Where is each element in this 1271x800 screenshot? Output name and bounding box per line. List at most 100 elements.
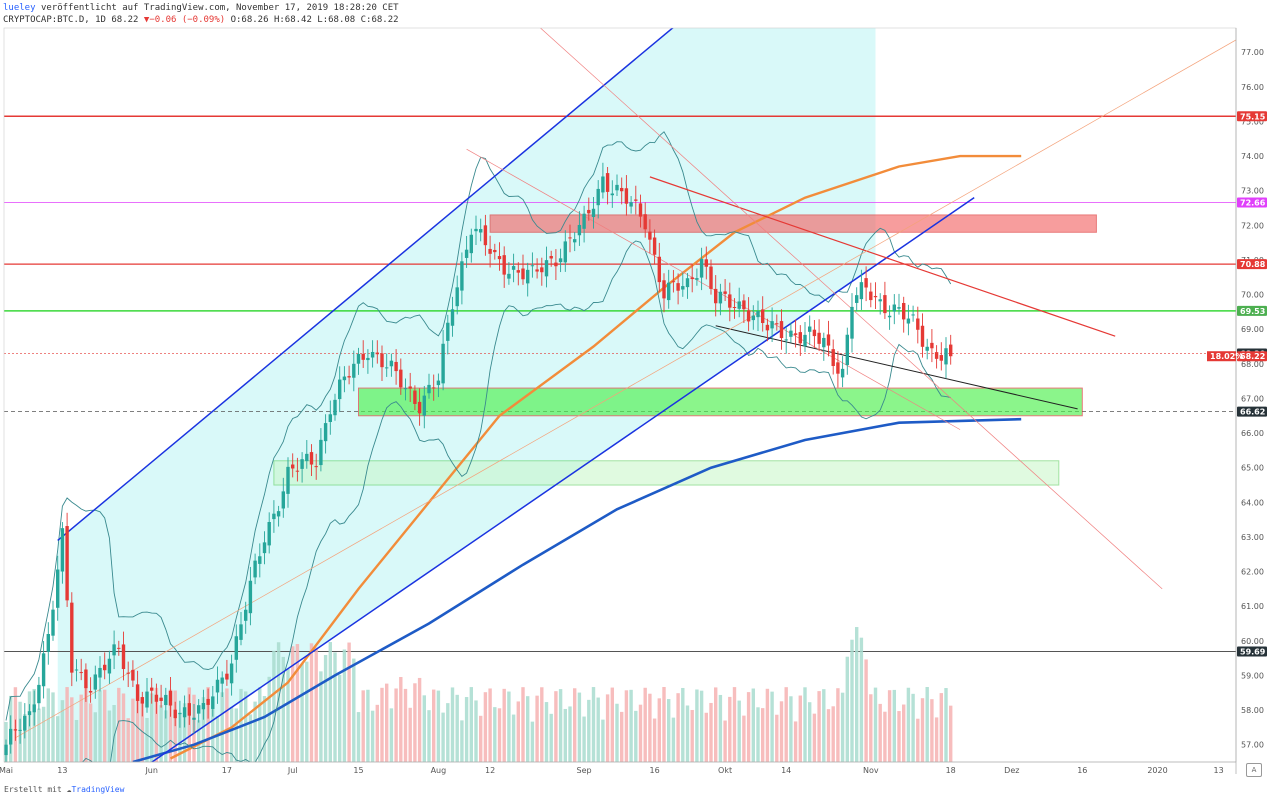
volume-bar [46,688,50,762]
candle-body [681,286,685,290]
footer-text: Erstellt mit [4,785,62,794]
candle-body [46,634,50,652]
candle-body [432,387,436,389]
volume-bar [361,690,365,762]
candle-body [535,269,539,272]
volume-bar [695,689,699,762]
candle-body [723,291,727,294]
volume-bar [370,710,375,762]
candle-body [295,470,300,472]
trend-line [715,325,1078,410]
candle-body [765,324,770,331]
channel-line [150,197,975,762]
candle-body [225,673,229,680]
auto-scale-button[interactable]: A [1246,763,1262,777]
candle-body [319,439,323,466]
volume-bar [573,688,577,762]
volume-bar [798,695,802,762]
candle-body [718,291,723,304]
candle-body [784,339,788,341]
volume-bar [930,699,934,762]
candle-body [427,384,431,394]
x-tick-label: 12 [485,766,495,775]
candle-body [803,334,807,347]
volume-bar [135,687,140,762]
tradingview-logo-icon[interactable]: ☁ [66,785,72,794]
volume-bar [140,698,144,762]
candle-body [60,528,65,572]
candle-body [817,332,821,344]
candle-body [211,696,215,709]
candle-body [582,213,586,229]
volume-bar [394,688,398,762]
symbol-name: CRYPTOCAP:BTC.D, 1D [3,15,106,25]
y-tick-label: 63.00 [1241,533,1264,542]
candle-body [836,362,840,374]
candle-body [366,357,370,361]
x-tick-label: 16 [650,766,660,775]
volume-bar [154,687,159,762]
candle-body [215,679,220,693]
candle-body [51,609,55,636]
candle-body [65,526,69,601]
volume-bar [98,690,102,762]
volume-bar [408,707,412,762]
candle-body [808,326,812,332]
volume-bar [333,652,337,762]
volume-bar [474,700,478,762]
volume-bar [309,643,314,762]
candle-body [526,269,530,284]
candle-body [638,203,643,217]
zone-green-support [358,387,1083,417]
price-label-text: 69.53 [1240,307,1265,316]
candle-body [182,707,187,718]
volume-bar [883,711,887,762]
zone-red-resistance [489,214,1097,233]
author-link[interactable]: lueley [3,3,36,13]
volume-bar [460,720,464,762]
candle-body [822,337,826,348]
volume-bar [356,712,361,762]
volume-bar [488,688,492,762]
x-tick-label: 14 [781,766,791,775]
volume-bar [126,718,130,762]
volume-bar [906,687,911,762]
candle-body [521,268,525,280]
volume-bar [385,683,389,762]
candle-body [540,267,544,273]
volume-bar [432,689,436,762]
volume-bar [662,687,666,762]
volume-bar [582,716,586,762]
volume-bar [949,705,953,762]
volume-bar [41,706,46,762]
candle-body [949,344,953,357]
volume-bar [338,674,342,762]
candle-body [248,580,253,614]
candle-body [178,713,182,715]
candle-body [112,644,116,656]
candle-body [103,664,107,671]
volume-bar [267,676,271,762]
candle-body [761,309,765,324]
volume-bar [944,688,948,762]
volume-bar [939,693,943,762]
candle-body [695,278,699,280]
plot-area [4,28,1236,762]
y-tick-label: 65.00 [1241,464,1264,473]
volume-bar [427,710,431,762]
publish-line: lueley veröffentlicht auf TradingView.co… [3,3,399,13]
volume-bar [615,703,619,762]
candle-body [79,672,83,674]
volume-bar [291,646,295,762]
footer-brand[interactable]: TradingView [71,785,125,794]
candle-body [474,228,478,232]
volume-bar [775,714,779,762]
volume-bar [286,669,290,762]
volume-bar [295,644,300,762]
candle-body [150,687,154,691]
volume-bar [892,689,896,762]
volume-bar [859,637,864,762]
candle-body [911,314,915,316]
volume-bar [836,688,840,762]
